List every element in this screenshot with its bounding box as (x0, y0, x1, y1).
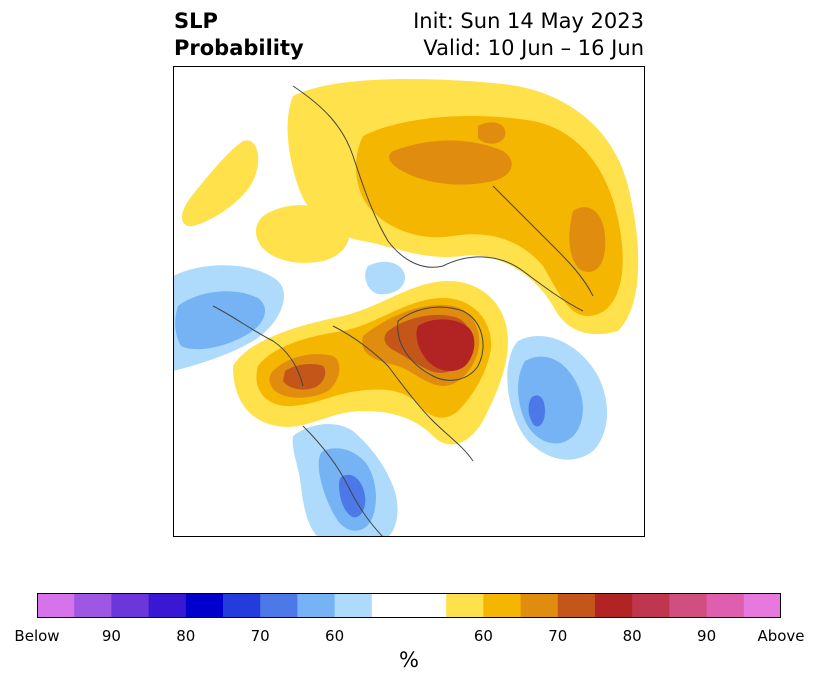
probability-map (173, 66, 645, 537)
coastlines (212, 85, 594, 537)
region-below-arctic (365, 261, 406, 295)
region-below-natlantic-3 (528, 395, 545, 427)
colorbar-segment (669, 593, 708, 618)
colorbar-tick-label: 70 (548, 627, 568, 645)
colorbar-segment (483, 593, 522, 618)
colorbar-tick-label: 80 (622, 627, 642, 645)
colorbar-unit-label: % (399, 648, 419, 672)
colorbar (37, 593, 781, 618)
colorbar-tick-label: 80 (176, 627, 196, 645)
colorbar-tick-label: 60 (325, 627, 345, 645)
colorbar-segment (595, 593, 633, 618)
region-above-arctic (255, 205, 350, 263)
title-probability: Probability (174, 36, 304, 60)
colorbar-tick-label: Below (14, 627, 60, 645)
region-below-npacific-2 (175, 291, 266, 350)
colorbar-tick-label: 60 (473, 627, 493, 645)
colorbar-segment (185, 593, 224, 618)
colorbar-segment (557, 593, 596, 618)
colorbar-segment (297, 593, 336, 618)
colorbar-segment (334, 593, 373, 618)
plot-title-right: Init: Sun 14 May 2023 Valid: 10 Jun – 16… (413, 8, 644, 62)
colorbar-segment (409, 593, 447, 618)
colorbar-segment (743, 593, 781, 618)
colorbar-segment (148, 593, 187, 618)
colorbar-segment (37, 593, 75, 618)
probability-shading (173, 79, 639, 537)
region-above-namerica-5 (283, 363, 326, 390)
region-above-npacific (181, 140, 259, 227)
region-above-greenland (416, 319, 475, 372)
region-above-eurasia-5 (478, 122, 506, 144)
colorbar-segment (260, 593, 298, 618)
region-above-eurasia-3 (389, 140, 512, 185)
colorbar-segment (446, 593, 484, 618)
plot-title-left: SLP Probability (174, 8, 304, 62)
region-below-usa-3 (339, 474, 366, 518)
region-above-eurasia-4 (569, 207, 606, 272)
colorbar-segment (223, 593, 261, 618)
colorbar-segment (371, 593, 410, 618)
colorbar-segment (111, 593, 150, 618)
colorbar-tick-label: 90 (697, 627, 717, 645)
colorbar-segment (632, 593, 670, 618)
colorbar-tick-label: Above (757, 627, 805, 645)
colorbar-border (37, 593, 781, 618)
colorbar-tick-label: 70 (250, 627, 270, 645)
title-slp: SLP (174, 9, 218, 33)
colorbar-tick-label: 90 (101, 627, 121, 645)
valid-dates: Valid: 10 Jun – 16 Jun (423, 36, 644, 60)
colorbar-segment (520, 593, 559, 618)
colorbar-segment (706, 593, 745, 618)
init-date: Init: Sun 14 May 2023 (413, 9, 644, 33)
colorbar-segment (74, 593, 112, 618)
